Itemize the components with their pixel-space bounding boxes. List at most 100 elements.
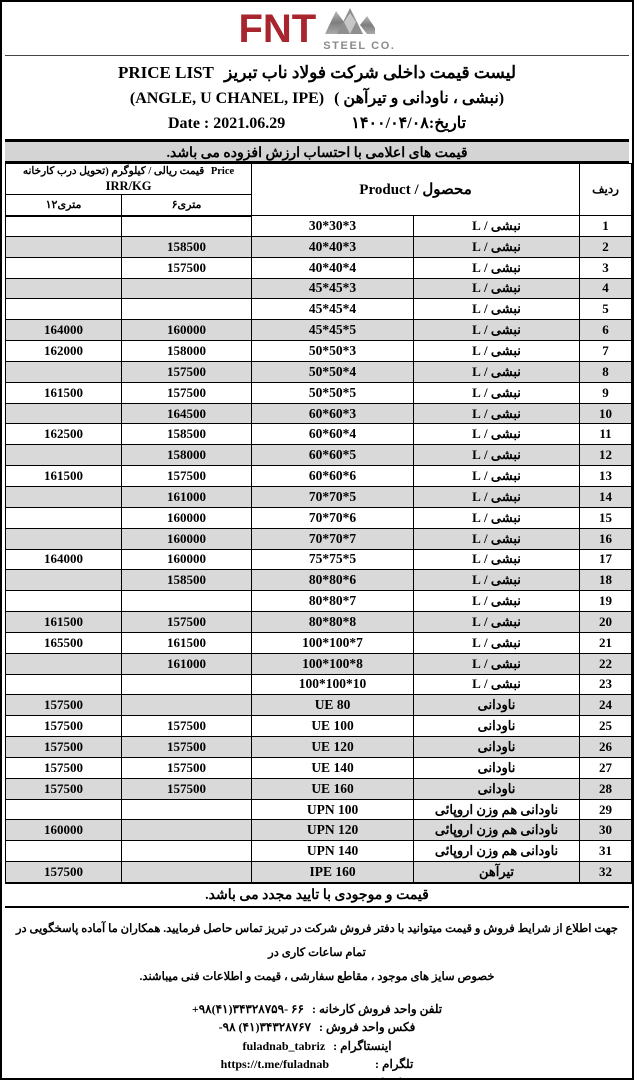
price-12m: [4, 569, 123, 592]
row-number: 11: [579, 423, 632, 446]
product-size: 60*60*6: [251, 465, 415, 487]
price-6m: 157500: [121, 715, 253, 738]
row-number: 31: [579, 840, 632, 863]
price-12m: 157500: [4, 861, 123, 884]
product-type: نبشی / L: [413, 485, 581, 508]
product-type: ناودانی: [413, 756, 581, 779]
table-row: 20 نبشی / L 80*80*8 157500 161500: [4, 611, 632, 633]
table-row: 12 نبشی / L 60*60*5 158000: [4, 444, 632, 467]
product-size: 45*45*5: [251, 319, 415, 342]
product-size: UE 100: [251, 715, 415, 738]
product-type: نبشی / L: [413, 360, 581, 383]
row-number: 16: [579, 527, 632, 550]
row-number: 2: [579, 235, 632, 258]
product-type: ناودانی: [413, 777, 581, 800]
product-type: نبشی / L: [413, 340, 581, 362]
price-header-fa: قیمت ریالی / کیلوگرم (تحویل درب کارخانه: [22, 166, 205, 177]
row-number: 5: [579, 298, 632, 321]
row-number: 25: [579, 715, 632, 738]
column-header-product: محصول / Product: [251, 163, 581, 216]
price-12m: 157500: [4, 736, 123, 758]
contact-label: ایمیل:: [372, 1074, 402, 1079]
price-12m: 161500: [4, 465, 123, 487]
price-unit-label: IRR/KG: [105, 179, 152, 193]
product-type: تیرآهن: [413, 861, 581, 884]
column-header-row-number: ردیف: [579, 163, 632, 216]
contact-value: https://t.me/fuladnab: [220, 1057, 330, 1071]
product-type: نبشی / L: [413, 298, 581, 321]
contact-label: تلفن واحد فروش کارخانه :: [311, 1001, 443, 1016]
row-number: 20: [579, 611, 632, 633]
row-number: 6: [579, 319, 632, 342]
row-number: 27: [579, 756, 632, 779]
price-6m: 158500: [121, 569, 253, 592]
table-row: 19 نبشی / L 80*80*7: [4, 590, 632, 613]
price-header-line1: Price قیمت ریالی / کیلوگرم (تحویل درب کا…: [7, 165, 251, 178]
table-row: 24 ناودانی UE 80 157500: [4, 694, 632, 717]
row-number: 21: [579, 631, 632, 654]
date-gregorian: Date : 2021.06.29: [167, 115, 286, 132]
price-6m: 160000: [121, 506, 253, 529]
row-number: 12: [579, 444, 632, 467]
date-jalali: تاریخ:۱۴۰۰/۰۴/۰۸: [351, 115, 467, 132]
product-size: 50*50*5: [251, 381, 415, 404]
product-type: نبشی / L: [413, 673, 581, 696]
price-12m: [4, 402, 123, 425]
price-12m: [4, 590, 123, 613]
price-6m: 157500: [121, 736, 253, 758]
product-size: 75*75*5: [251, 548, 415, 571]
price-6m: 158500: [121, 235, 253, 258]
row-number: 32: [579, 861, 632, 884]
table-row: 13 نبشی / L 60*60*6 157500 161500: [4, 465, 632, 487]
page-title: لیست قیمت داخلی شرکت فولاد ناب تبریز PRI…: [5, 60, 629, 86]
contact-label: تلگرام :: [375, 1057, 414, 1071]
title-block: لیست قیمت داخلی شرکت فولاد ناب تبریز PRI…: [5, 56, 629, 139]
price-6m: 161500: [121, 631, 253, 654]
product-size: 45*45*4: [251, 298, 415, 321]
table-row: 26 ناودانی UE 120 157500 157500: [4, 736, 632, 758]
price-6m: [121, 277, 253, 300]
product-type: نبشی / L: [413, 631, 581, 654]
table-row: 18 نبشی / L 80*80*6 158500: [4, 569, 632, 592]
product-size: UE 140: [251, 756, 415, 779]
row-number: 10: [579, 402, 632, 425]
table-row: 4 نبشی / L 45*45*3: [4, 277, 632, 300]
product-size: 100*100*7: [251, 631, 415, 654]
vat-notice-band: قیمت های اعلامی با احتساب ارزش افزوده می…: [5, 139, 629, 163]
product-type: نبشی / L: [413, 277, 581, 300]
page-title-fa: لیست قیمت داخلی شرکت فولاد ناب تبریز: [224, 63, 517, 82]
price-6m: 158500: [121, 423, 253, 446]
price-6m: [121, 819, 253, 842]
price-6m: 161000: [121, 652, 253, 675]
contact-line: تلفن واحد فروش کارخانه : +۹۸(۴۱)۳۴۳۲۸۷۵۹…: [5, 1000, 629, 1019]
product-type: نبشی / L: [413, 256, 581, 279]
row-number: 4: [579, 277, 632, 300]
product-size: 70*70*5: [251, 485, 415, 508]
product-size: 80*80*7: [251, 590, 415, 613]
row-number: 3: [579, 256, 632, 279]
contact-line: فکس واحد فروش : -۹۸ (۴۱)۳۴۳۲۸۷۶۷: [5, 1018, 629, 1037]
product-type: نبشی / L: [413, 527, 581, 550]
logo-header: FNT STEEL CO.: [5, 2, 629, 56]
product-size: 100*100*8: [251, 652, 415, 675]
row-number: 17: [579, 548, 632, 571]
product-type: نبشی / L: [413, 402, 581, 425]
table-row: 17 نبشی / L 75*75*5 160000 164000: [4, 548, 632, 571]
table-row: 7 نبشی / L 50*50*3 158000 162000: [4, 340, 632, 362]
product-type: ناودانی: [413, 736, 581, 758]
price-12m: 162500: [4, 423, 123, 446]
product-size: 30*30*3: [251, 215, 415, 237]
product-size: UE 120: [251, 736, 415, 758]
product-size: 80*80*6: [251, 569, 415, 592]
mountain-logo-icon: [323, 7, 377, 39]
price-6m: 158000: [121, 444, 253, 467]
row-number: 29: [579, 798, 632, 821]
product-type: نبشی / L: [413, 652, 581, 675]
price-6m: 164500: [121, 402, 253, 425]
footer: جهت اطلاع از شرایط فروش و قیمت میتوانید …: [5, 908, 629, 1079]
price-6m: 157500: [121, 611, 253, 633]
row-number: 19: [579, 590, 632, 613]
product-size: 70*70*7: [251, 527, 415, 550]
contact-label: فکس واحد فروش :: [319, 1020, 416, 1034]
